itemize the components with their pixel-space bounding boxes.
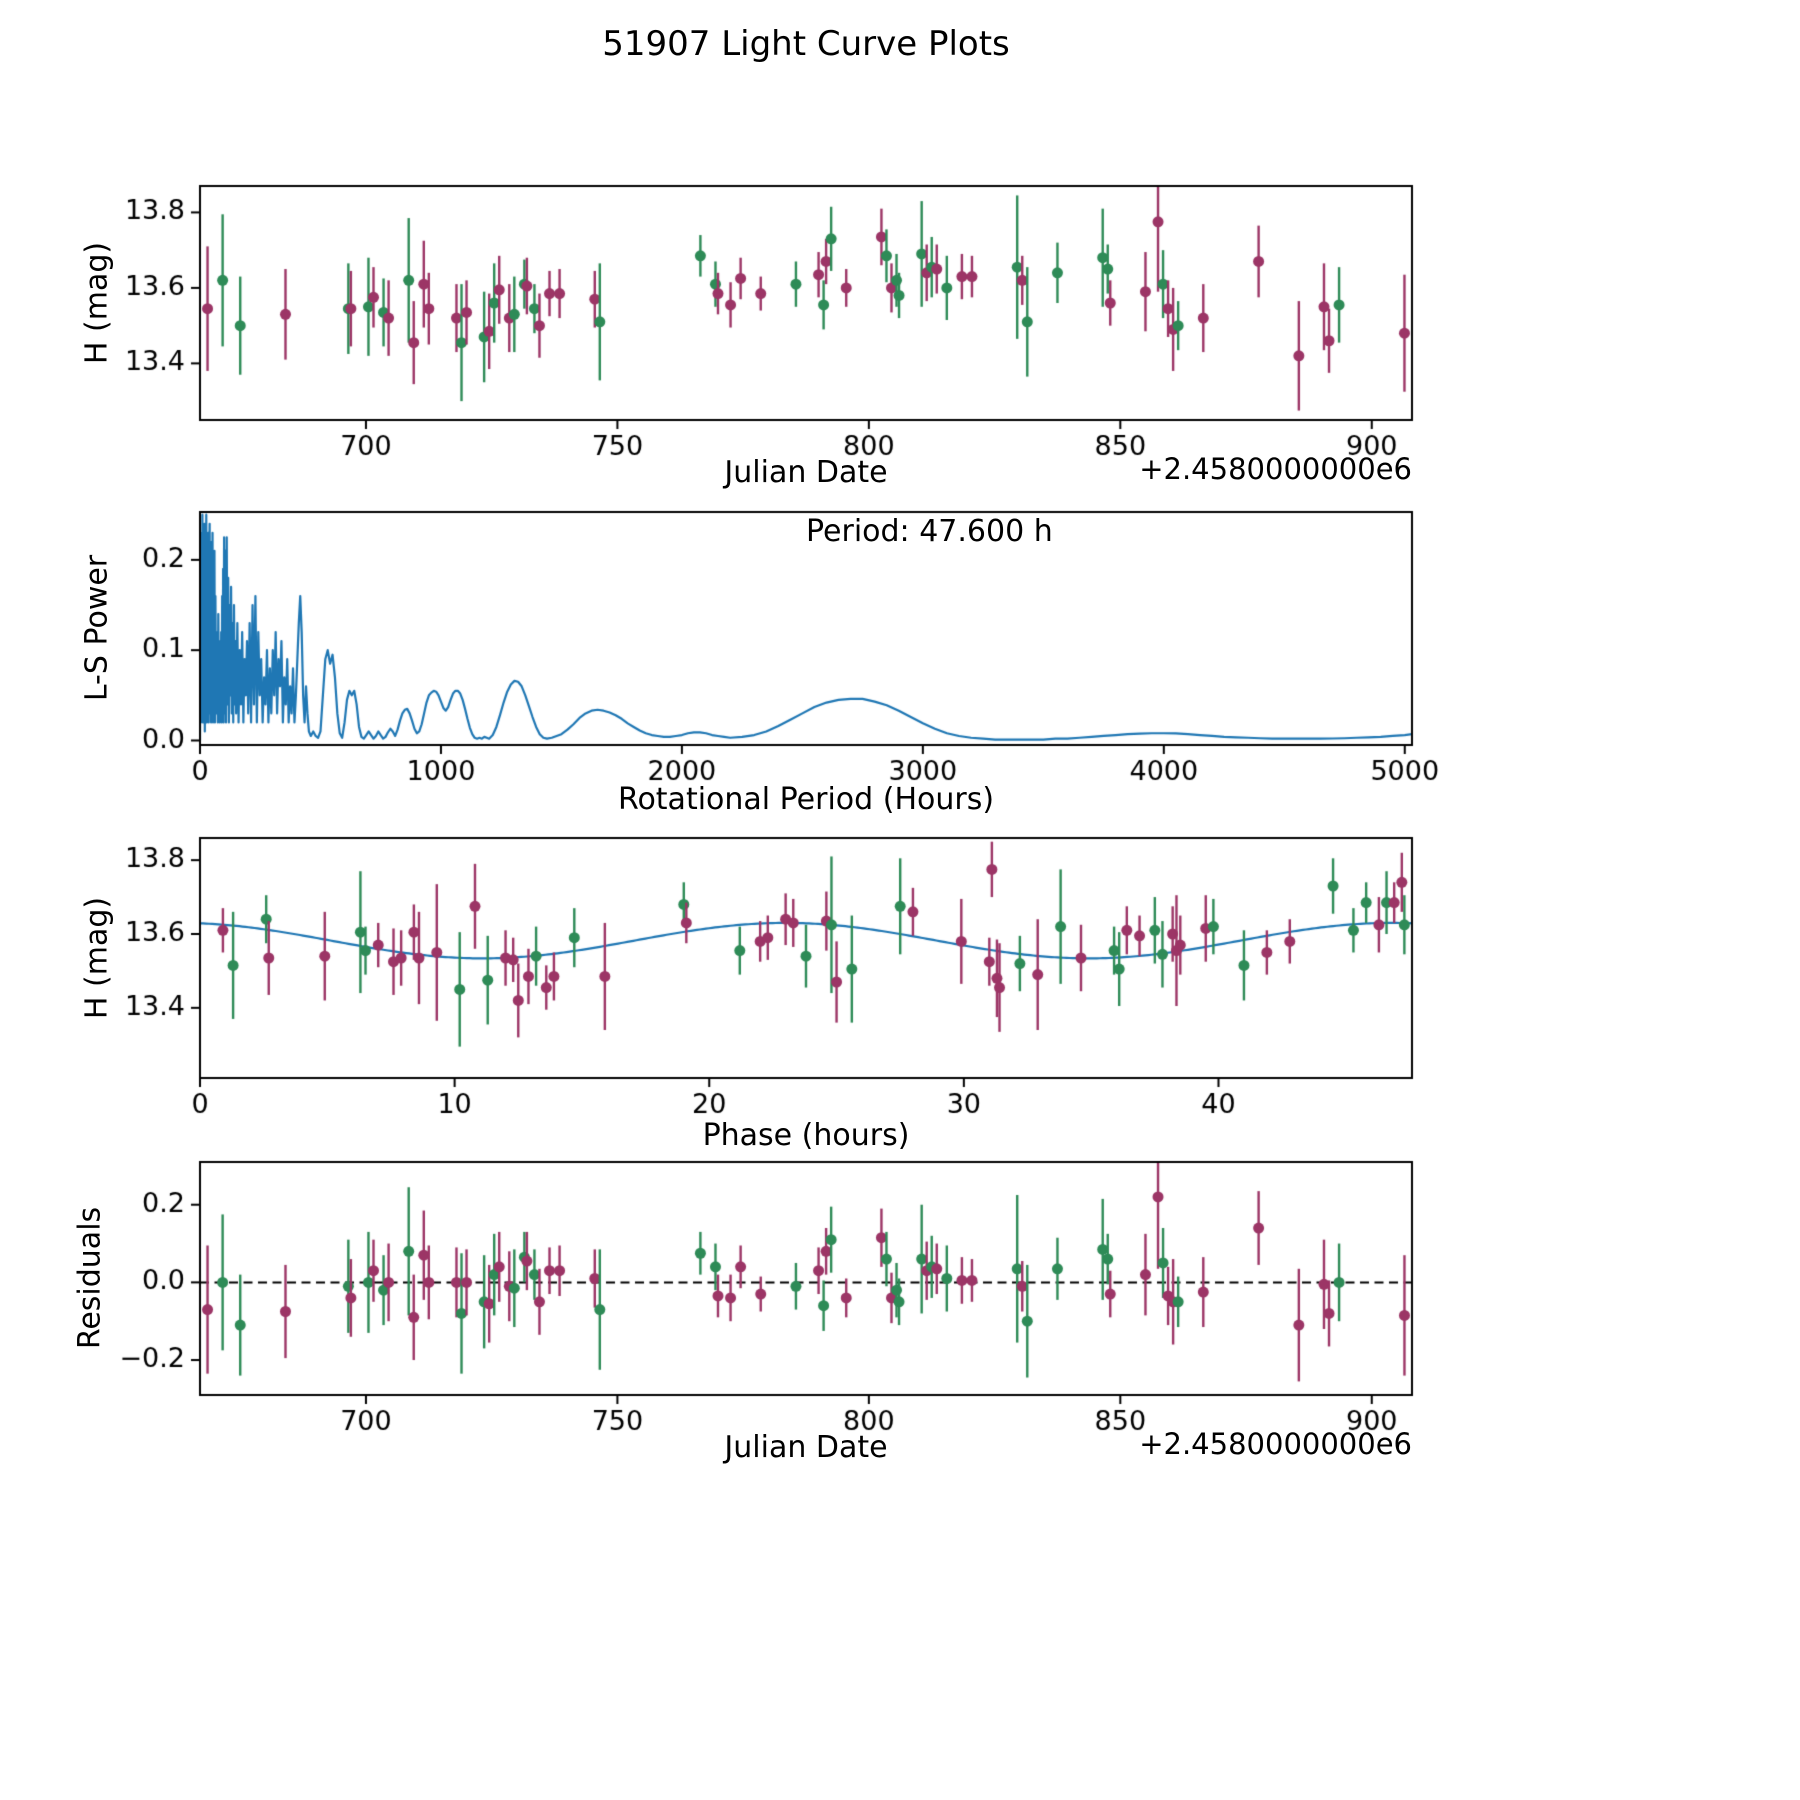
lightcurve-x-axis-label: Julian Date <box>724 455 888 490</box>
period-annotation: Period: 47.600 h <box>806 514 1053 549</box>
phase-y-axis-label: H (mag) <box>79 896 115 1020</box>
lightcurve-y-axis-label: H (mag) <box>79 241 115 365</box>
figure-title: 51907 Light Curve Plots <box>602 24 1010 64</box>
residuals-x-offset-label: +2.4580000000e6 <box>1139 1427 1412 1461</box>
residuals-y-axis-label: Residuals <box>72 1206 108 1350</box>
phase-x-axis-label: Phase (hours) <box>702 1118 910 1153</box>
residuals-x-axis-label: Julian Date <box>724 1430 888 1465</box>
periodogram-x-axis-label: Rotational Period (Hours) <box>617 782 995 817</box>
periodogram-y-axis-label: L-S Power <box>79 554 115 702</box>
lightcurve-x-offset-label: +2.4580000000e6 <box>1139 452 1412 486</box>
